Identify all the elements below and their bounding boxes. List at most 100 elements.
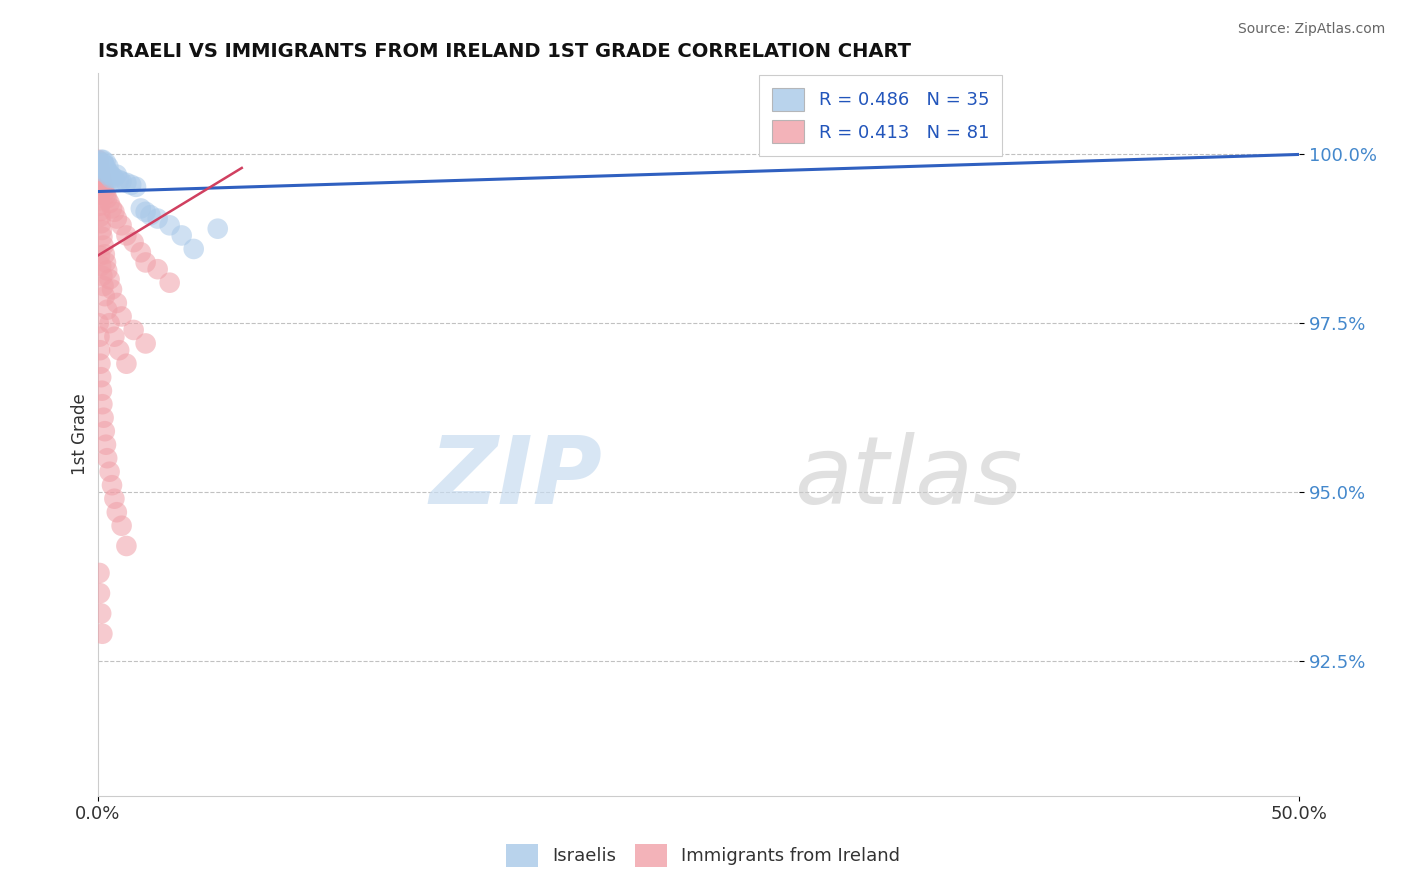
- Point: [89, 157, 111, 171]
- Point: [103, 329, 125, 343]
- Point: [105, 168, 128, 182]
- Point: [98, 196, 121, 211]
- Point: [89, 188, 111, 202]
- Point: [87, 155, 110, 169]
- Point: [207, 221, 229, 235]
- Text: ISRAELI VS IMMIGRANTS FROM IRELAND 1ST GRADE CORRELATION CHART: ISRAELI VS IMMIGRANTS FROM IRELAND 1ST G…: [97, 42, 911, 61]
- Point: [87, 173, 110, 187]
- Point: [91, 268, 114, 283]
- Point: [90, 607, 112, 621]
- Point: [89, 357, 111, 371]
- Point: [97, 168, 120, 182]
- Point: [93, 160, 115, 174]
- Point: [94, 424, 117, 438]
- Point: [97, 160, 120, 174]
- Point: [90, 164, 112, 178]
- Point: [135, 336, 157, 351]
- Point: [101, 202, 124, 216]
- Point: [93, 279, 115, 293]
- Point: [89, 586, 111, 600]
- Point: [108, 173, 131, 187]
- Point: [105, 211, 128, 226]
- Point: [135, 255, 157, 269]
- Point: [115, 176, 138, 190]
- Point: [89, 329, 111, 343]
- Point: [89, 210, 111, 224]
- Point: [100, 171, 122, 186]
- Point: [103, 171, 125, 186]
- Point: [120, 178, 142, 192]
- Text: ZIP: ZIP: [429, 432, 602, 524]
- Point: [122, 235, 145, 250]
- Point: [96, 191, 118, 205]
- Point: [105, 505, 128, 519]
- Point: [105, 296, 128, 310]
- Point: [110, 310, 132, 324]
- Point: [89, 249, 111, 263]
- Point: [110, 174, 132, 188]
- Point: [90, 370, 112, 384]
- Point: [98, 465, 121, 479]
- Point: [91, 229, 114, 244]
- Point: [87, 168, 110, 182]
- Point: [87, 316, 110, 330]
- Point: [101, 169, 124, 183]
- Point: [89, 161, 111, 175]
- Point: [87, 153, 110, 167]
- Point: [103, 491, 125, 506]
- Point: [93, 238, 115, 252]
- Point: [93, 410, 115, 425]
- Point: [90, 223, 112, 237]
- Point: [89, 154, 111, 169]
- Point: [93, 157, 115, 171]
- Text: Source: ZipAtlas.com: Source: ZipAtlas.com: [1237, 22, 1385, 37]
- Point: [159, 219, 181, 233]
- Point: [94, 185, 117, 199]
- Y-axis label: 1st Grade: 1st Grade: [72, 393, 89, 475]
- Point: [91, 626, 114, 640]
- Point: [87, 160, 110, 174]
- Point: [170, 228, 193, 243]
- Point: [90, 153, 112, 167]
- Point: [110, 518, 132, 533]
- Point: [125, 179, 148, 194]
- Point: [183, 242, 205, 256]
- Point: [115, 357, 138, 371]
- Point: [96, 263, 118, 277]
- Point: [94, 438, 117, 452]
- Point: [115, 228, 138, 243]
- Point: [90, 161, 112, 175]
- Point: [101, 478, 124, 492]
- Point: [91, 162, 114, 177]
- Point: [90, 171, 112, 186]
- Point: [89, 164, 111, 178]
- Point: [89, 166, 111, 180]
- Point: [89, 169, 111, 183]
- Point: [94, 158, 117, 172]
- Point: [94, 161, 117, 175]
- Point: [98, 272, 121, 286]
- Point: [146, 262, 169, 277]
- Point: [98, 316, 121, 330]
- Point: [90, 216, 112, 230]
- Point: [115, 539, 138, 553]
- Point: [89, 343, 111, 358]
- Point: [94, 188, 117, 202]
- Text: atlas: atlas: [794, 433, 1022, 524]
- Point: [87, 178, 110, 192]
- Point: [89, 204, 111, 219]
- Point: [90, 259, 112, 273]
- Point: [93, 181, 115, 195]
- Point: [129, 245, 152, 260]
- Point: [94, 255, 117, 269]
- Point: [91, 178, 114, 192]
- Point: [89, 194, 111, 208]
- Point: [146, 211, 169, 226]
- Point: [90, 384, 112, 398]
- Point: [91, 397, 114, 411]
- Point: [89, 199, 111, 213]
- Point: [103, 204, 125, 219]
- Point: [89, 162, 111, 177]
- Point: [90, 174, 112, 188]
- Point: [94, 155, 117, 169]
